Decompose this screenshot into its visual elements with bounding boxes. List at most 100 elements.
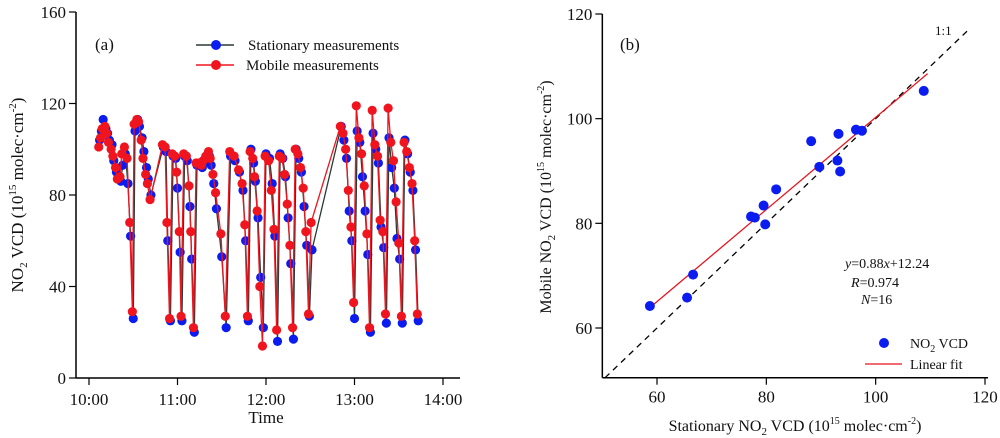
scatter-point	[918, 85, 929, 96]
fit-equation: y=0.88x+12.24	[843, 257, 929, 272]
mobile-point	[383, 103, 393, 113]
panel-a-legend: Stationary measurements Mobile measureme…	[196, 38, 399, 74]
mobile-point	[184, 181, 194, 191]
stationary-point	[221, 323, 231, 333]
mobile-point	[412, 309, 422, 319]
mobile-point	[119, 142, 129, 152]
stationary-point	[349, 313, 360, 324]
one-to-one-line	[604, 29, 970, 379]
ylabel-unit: molec·cm	[8, 112, 27, 184]
legend-rest: VCD	[935, 337, 968, 352]
scatter-point	[857, 125, 867, 136]
linear-fit-line	[649, 73, 929, 309]
n-label: N	[860, 293, 871, 308]
panel-b-ytick-label: 80	[575, 214, 592, 233]
mobile-point	[264, 156, 274, 166]
mobile-point	[181, 151, 191, 161]
mobile-point	[359, 181, 369, 191]
panel-a-ytick-label: 120	[41, 95, 67, 114]
mobile-point	[266, 185, 276, 196]
xlabel-sup: 15	[830, 416, 840, 427]
xlabel-unit: molec·cm	[840, 418, 909, 435]
mobile-point	[142, 178, 153, 189]
scatter-point	[688, 269, 699, 280]
mobile-point	[136, 135, 146, 145]
mobile-point	[301, 227, 311, 237]
mobile-point	[210, 188, 221, 198]
xlabel-close: )	[916, 418, 921, 435]
xlabel-rest: VCD (10	[767, 418, 830, 435]
stationary-series	[95, 114, 423, 346]
panel-a-xtick-label: 13:00	[335, 390, 374, 409]
ylabel-b-rest: VCD (10	[538, 172, 555, 235]
mobile-point	[237, 178, 247, 189]
scatter-point	[835, 166, 846, 177]
mobile-point	[216, 229, 226, 239]
linear-fit	[649, 73, 929, 309]
panel-b-ytick-label: 60	[575, 319, 592, 338]
mobile-point	[269, 224, 279, 234]
panel-b-label: (b)	[620, 35, 640, 54]
mobile-point	[164, 313, 175, 324]
mobile-point	[402, 146, 412, 157]
panel-b-xtick-label: 60	[649, 388, 666, 407]
xlabel-pre: Stationary NO	[669, 418, 762, 435]
r-label: R	[850, 276, 860, 291]
mobile-point	[396, 311, 407, 321]
eq-y: y	[843, 257, 852, 272]
panel-b-ytick-label: 120	[567, 5, 593, 24]
xlabel-sub: 2	[761, 426, 767, 438]
mobile-point	[293, 149, 303, 159]
one-to-one-label: 1:1	[935, 23, 952, 38]
stationary-point	[357, 172, 368, 182]
mobile-point	[341, 144, 351, 154]
mobile-point	[343, 185, 353, 196]
mobile-point	[102, 128, 112, 138]
mobile-point	[287, 323, 298, 333]
mobile-point	[172, 167, 182, 177]
eq-x: x	[883, 257, 891, 272]
mobile-point	[220, 311, 230, 321]
scatter-point	[760, 219, 771, 230]
stationary-point	[413, 316, 423, 326]
mobile-point	[399, 137, 409, 147]
mobile-point	[370, 140, 380, 150]
stationary-point	[211, 204, 222, 214]
mobile-point	[338, 128, 348, 138]
ylabel-b-close: )	[538, 80, 555, 85]
mobile-point	[127, 307, 137, 317]
legend-no: NO	[910, 337, 930, 352]
n-value: N=16	[860, 293, 892, 308]
scatter-point	[682, 292, 693, 303]
mobile-point	[298, 183, 308, 193]
mobile-point	[229, 151, 239, 161]
panel-a-xtick-label: 14:00	[424, 390, 463, 409]
mobile-point	[108, 151, 118, 161]
mobile-point	[364, 323, 375, 333]
mobile-point	[388, 156, 399, 166]
mobile-point	[306, 217, 316, 228]
mobile-point	[248, 153, 258, 163]
mobile-point	[257, 341, 268, 351]
mobile-point	[233, 165, 244, 175]
mobile-point	[240, 220, 250, 230]
stationary-point	[368, 128, 378, 138]
legend-fit-label: Linear fit	[910, 358, 963, 373]
panel-b-xlabel: Stationary NO2 VCD (1015 molec·cm-2)	[669, 416, 922, 438]
panel-b-ytick-label: 100	[567, 110, 593, 129]
ylabel-no: NO	[8, 268, 27, 293]
panel-b-legend: NO2 VCD Linear fit	[865, 337, 968, 373]
panel-a-ytick-label: 160	[41, 3, 67, 22]
panel-b-xtick-label: 120	[972, 388, 998, 407]
legend-points-label: NO2 VCD	[910, 337, 968, 355]
mobile-point	[285, 240, 295, 250]
mobile-point	[249, 172, 260, 182]
mobile-point	[138, 153, 148, 163]
mobile-point	[162, 217, 172, 228]
mobile-point	[141, 169, 151, 180]
panel-b-xtick-label: 100	[863, 388, 889, 407]
mobile-point	[205, 153, 215, 163]
ylabel-b-unit-sup: -2	[536, 86, 547, 94]
legend-points-marker	[879, 338, 889, 348]
mobile-point	[346, 222, 356, 232]
